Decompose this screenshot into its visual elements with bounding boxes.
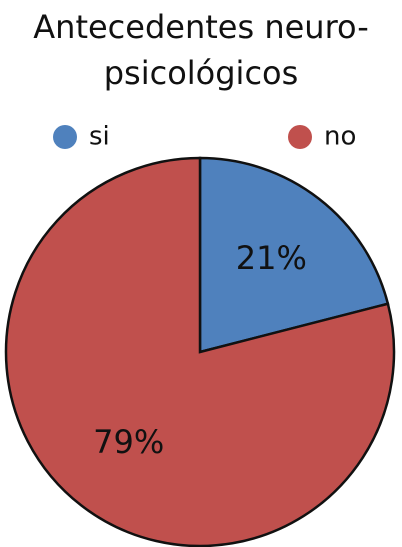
legend-swatch [288, 125, 312, 149]
pie-slice [198, 156, 390, 354]
data-label: 21% [236, 239, 307, 277]
data-label: 79% [93, 423, 164, 461]
legend-label: no [324, 122, 356, 152]
pie-slice [4, 156, 396, 547]
chart-title: Antecedentes neuro-psicológicos [33, 8, 369, 92]
legend-swatch [53, 125, 77, 149]
legend-label: si [89, 122, 110, 152]
